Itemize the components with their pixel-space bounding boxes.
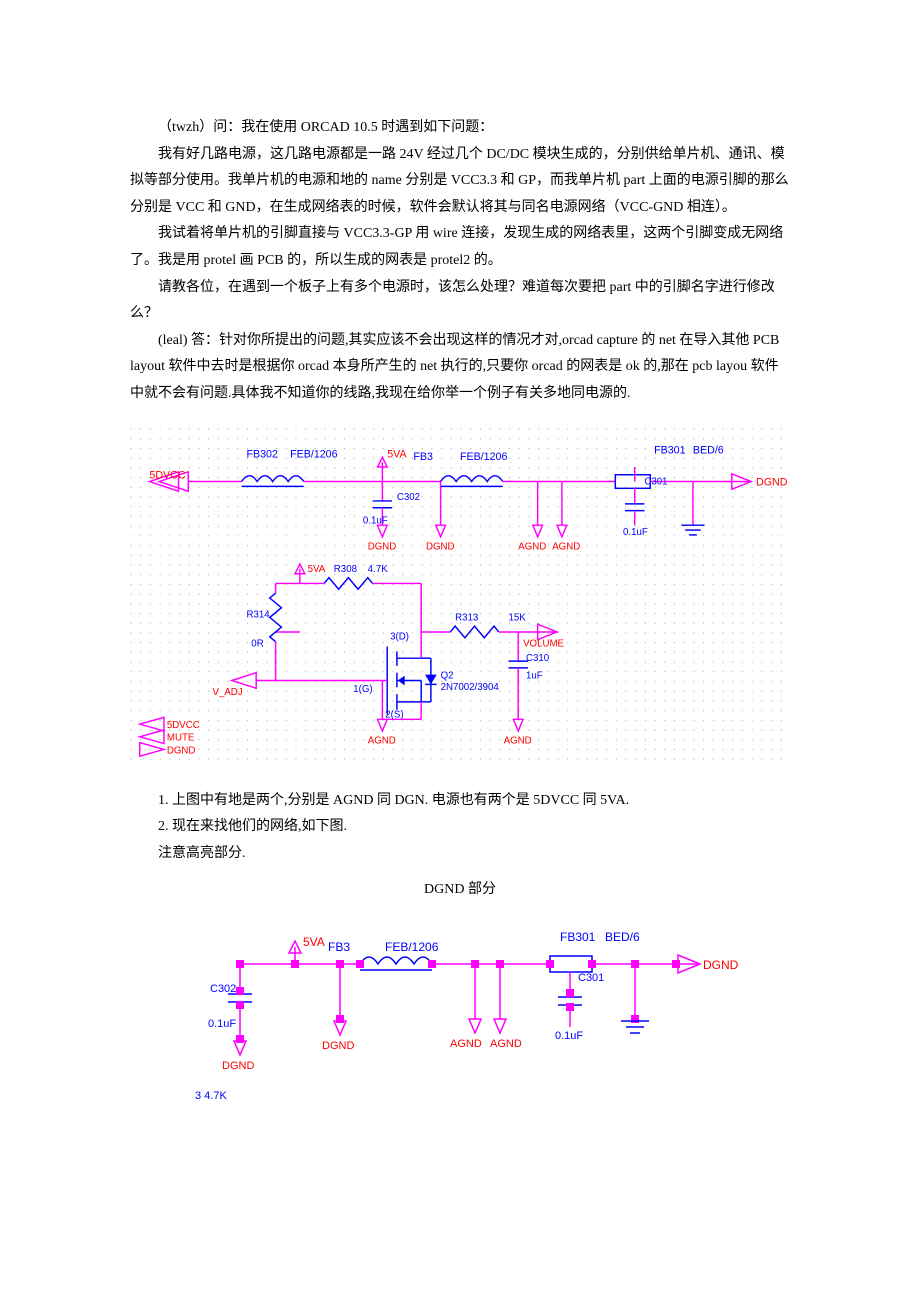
refdes-q2: Q2 bbox=[441, 670, 454, 681]
val-c310: 1uF bbox=[526, 670, 543, 681]
refdes-fb301-fig2: FB301 bbox=[560, 930, 596, 944]
val-feb1206-2: FEB/1206 bbox=[460, 451, 507, 463]
val-feb1206-1: FEB/1206 bbox=[290, 448, 337, 460]
refdes-fb3: FB3 bbox=[413, 451, 433, 463]
net-dgnd-2: DGND bbox=[426, 541, 455, 552]
answer-body: (leal) 答：针对你所提出的问题,其实应该不会出现这样的情况才对,orcad… bbox=[130, 328, 790, 408]
net-agnd-fb-fig2: AGND bbox=[490, 1038, 522, 1050]
net-5va-1: 5VA bbox=[387, 448, 407, 460]
refdes-r314: R314 bbox=[246, 609, 270, 620]
schematic-figure-2: 5VA FB3 FEB/1206 C302 0.1uF DGND bbox=[130, 919, 790, 1109]
refdes-c301-fig2: C301 bbox=[578, 972, 604, 984]
port-dgnd: DGND bbox=[167, 745, 196, 756]
note-highlight: 注意高亮部分. bbox=[130, 841, 790, 868]
document-page: （twzh）问：我在使用 ORCAD 10.5 时遇到如下问题： 我有好几路电源… bbox=[0, 0, 920, 1184]
net-dgnd-1-fig2: DGND bbox=[222, 1060, 254, 1072]
net-5va-2: 5VA bbox=[308, 563, 326, 574]
schematic-2-svg: 5VA FB3 FEB/1206 C302 0.1uF DGND bbox=[180, 919, 740, 1109]
figure2-title: DGND 部分 bbox=[130, 877, 790, 904]
val-r308-fig2: 3 4.7K bbox=[195, 1090, 227, 1102]
net-agnd-1: AGND bbox=[518, 541, 546, 552]
port-5dvcc: 5DVCC bbox=[167, 720, 200, 731]
refdes-c302: C302 bbox=[397, 492, 420, 503]
refdes-r313: R313 bbox=[455, 612, 478, 623]
val-r313: 15K bbox=[509, 612, 527, 623]
question-body-2: 我试着将单片机的引脚直接与 VCC3.3-GP 用 wire 连接，发现生成的网… bbox=[130, 221, 790, 274]
schematic-1-svg: 5DVCC FB302 FEB/1206 5VA C302 0.1uF DGND… bbox=[130, 423, 790, 773]
val-bed6-fig2: BED/6 bbox=[605, 930, 640, 944]
question-intro: （twzh）问：我在使用 ORCAD 10.5 时遇到如下问题： bbox=[130, 115, 790, 142]
val-bed6: BED/6 bbox=[693, 444, 724, 456]
val-feb1206-fig2: FEB/1206 bbox=[385, 940, 439, 954]
refdes-c310: C310 bbox=[526, 653, 550, 664]
list-item-2: 2. 现在来找他们的网络,如下图. bbox=[130, 814, 790, 841]
question-body-3: 请教各位，在遇到一个板子上有多个电源时，该怎么处理？难道每次要把 part 中的… bbox=[130, 275, 790, 328]
net-agnd-fb: AGND bbox=[552, 541, 580, 552]
val-r314: 0R bbox=[251, 638, 263, 649]
val-q2: 2N7002/3904 bbox=[441, 682, 500, 693]
refdes-fb301: FB301 bbox=[654, 444, 685, 456]
refdes-r308: R308 bbox=[334, 563, 357, 574]
net-volume: VOLUME bbox=[523, 638, 564, 649]
port-mute: MUTE bbox=[167, 732, 195, 743]
pin-g: 1(G) bbox=[353, 684, 372, 695]
net-5dvcc-label: 5DVCC bbox=[149, 469, 185, 481]
refdes-c302-fig2: C302 bbox=[210, 983, 236, 995]
net-dgnd-port: DGND bbox=[756, 476, 788, 488]
question-body-1: 我有好几路电源，这几路电源都是一路 24V 经过几个 DC/DC 模块生成的，分… bbox=[130, 142, 790, 222]
net-agnd-2: AGND bbox=[368, 735, 396, 746]
list-item-1: 1. 上图中有地是两个,分别是 AGND 同 DGN. 电源也有两个是 5DVC… bbox=[130, 788, 790, 815]
refdes-c301: C301 bbox=[644, 476, 667, 487]
net-dgnd-1: DGND bbox=[368, 541, 397, 552]
val-c301-fig2: 0.1uF bbox=[555, 1030, 583, 1042]
refdes-fb302: FB302 bbox=[246, 448, 277, 460]
net-agnd-3: AGND bbox=[504, 735, 532, 746]
net-dgnd-2-fig2: DGND bbox=[322, 1040, 354, 1052]
schematic-figure-1: 5DVCC FB302 FEB/1206 5VA C302 0.1uF DGND… bbox=[130, 423, 790, 773]
net-5va-fig2: 5VA bbox=[303, 935, 325, 949]
net-vadj: V_ADJ bbox=[213, 687, 243, 698]
refdes-fb3-fig2: FB3 bbox=[328, 940, 350, 954]
pin-d: 3(D) bbox=[390, 631, 409, 642]
net-dgnd-port-fig2: DGND bbox=[703, 958, 739, 972]
val-c302-fig2: 0.1uF bbox=[208, 1018, 236, 1030]
net-agnd-1-fig2: AGND bbox=[450, 1038, 482, 1050]
val-c301: 0.1uF bbox=[623, 526, 648, 537]
val-r308: 4.7K bbox=[368, 563, 388, 574]
